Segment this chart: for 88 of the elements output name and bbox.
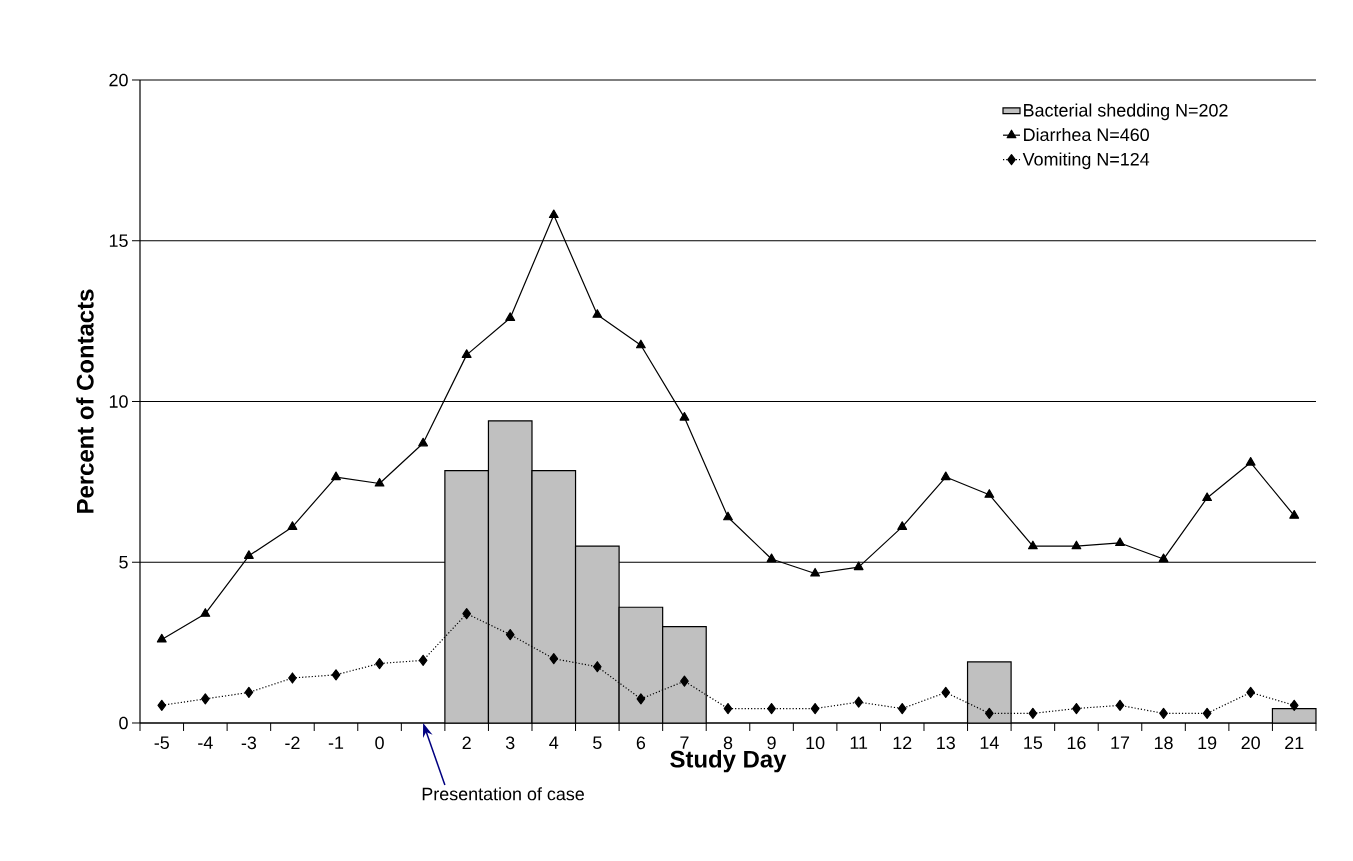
point bbox=[156, 633, 167, 643]
point bbox=[462, 608, 472, 620]
point bbox=[505, 628, 515, 641]
legend-label: Diarrhea N=460 bbox=[1024, 127, 1149, 142]
legend-label: Bacterial shedding N=202 bbox=[1024, 103, 1228, 121]
point bbox=[418, 437, 429, 447]
point bbox=[1159, 707, 1168, 719]
x-tick-label: 16 bbox=[1067, 736, 1086, 750]
point bbox=[1245, 456, 1256, 466]
point bbox=[941, 686, 951, 699]
x-tick-label: -5 bbox=[154, 736, 169, 750]
point bbox=[418, 654, 428, 666]
x-tick-label: 11 bbox=[850, 736, 868, 749]
point bbox=[157, 699, 167, 711]
point bbox=[810, 702, 820, 715]
point bbox=[810, 567, 821, 577]
x-tick-label: 21 bbox=[1285, 736, 1304, 750]
x-tick-label: 14 bbox=[980, 736, 999, 749]
x-tick-label: 0 bbox=[375, 736, 384, 750]
point bbox=[243, 550, 254, 559]
x-tick-label: 18 bbox=[1154, 736, 1173, 750]
point bbox=[505, 312, 516, 322]
point bbox=[1115, 537, 1125, 547]
point bbox=[548, 209, 559, 219]
point bbox=[592, 661, 602, 673]
x-tick-label: 2 bbox=[462, 736, 471, 750]
x-tick-label: 5 bbox=[593, 736, 602, 750]
point bbox=[1289, 510, 1300, 519]
y-tick-label: 0 bbox=[119, 716, 128, 730]
point bbox=[984, 707, 994, 719]
point bbox=[1027, 540, 1038, 550]
point bbox=[1071, 540, 1082, 550]
x-tick-label: -4 bbox=[198, 736, 213, 749]
point bbox=[549, 653, 559, 665]
x-tick-label: 7 bbox=[680, 736, 689, 749]
point bbox=[244, 686, 254, 699]
x-tick-label: 4 bbox=[549, 736, 559, 749]
point bbox=[287, 521, 298, 530]
y-axis-title: Percent of Contacts bbox=[76, 289, 94, 513]
point bbox=[331, 471, 341, 481]
x-tick-label: 3 bbox=[505, 736, 515, 750]
point bbox=[723, 702, 733, 715]
x-tick-label: 10 bbox=[806, 736, 825, 750]
point bbox=[1028, 707, 1038, 719]
point bbox=[680, 675, 689, 687]
x-tick-label: 19 bbox=[1198, 736, 1217, 750]
point bbox=[374, 477, 385, 487]
x-tick-label: 15 bbox=[1024, 736, 1043, 750]
x-tick-label: 20 bbox=[1241, 736, 1260, 750]
point bbox=[200, 608, 211, 617]
point bbox=[331, 669, 341, 681]
x-tick-label: 12 bbox=[893, 736, 912, 750]
point bbox=[1158, 553, 1169, 563]
point bbox=[288, 672, 297, 684]
point bbox=[1202, 492, 1213, 502]
point bbox=[1202, 707, 1212, 719]
point bbox=[853, 561, 864, 571]
x-tick-label: -3 bbox=[241, 736, 257, 750]
x-axis-title: Study Day bbox=[670, 750, 787, 773]
point bbox=[766, 553, 777, 563]
y-tick-label: 20 bbox=[109, 73, 128, 87]
x-tick-label: -2 bbox=[285, 736, 300, 750]
x-tick-label: 8 bbox=[723, 736, 733, 750]
point bbox=[854, 696, 864, 708]
point bbox=[897, 521, 908, 530]
legend-label: Vomiting N=124 bbox=[1022, 152, 1150, 170]
x-tick-label: 17 bbox=[1111, 736, 1130, 749]
point bbox=[984, 489, 995, 498]
text: Presentation of case bbox=[422, 787, 584, 801]
point bbox=[1246, 686, 1256, 699]
point bbox=[461, 349, 472, 358]
point bbox=[897, 702, 907, 715]
y-tick-label: 5 bbox=[119, 555, 128, 569]
y-tick-label: 15 bbox=[109, 234, 128, 247]
point bbox=[636, 693, 646, 705]
point bbox=[592, 309, 603, 318]
point bbox=[940, 471, 951, 481]
point bbox=[1115, 699, 1125, 711]
x-tick-label: 6 bbox=[636, 736, 646, 750]
point bbox=[679, 411, 690, 421]
point bbox=[1289, 699, 1299, 711]
y-tick-label: 10 bbox=[109, 395, 128, 408]
x-tick-label: 9 bbox=[767, 736, 776, 750]
point bbox=[723, 511, 733, 521]
x-tick-label: 13 bbox=[937, 736, 955, 750]
x-tick-label: -1 bbox=[328, 736, 344, 749]
point bbox=[200, 693, 210, 705]
point bbox=[635, 339, 646, 349]
